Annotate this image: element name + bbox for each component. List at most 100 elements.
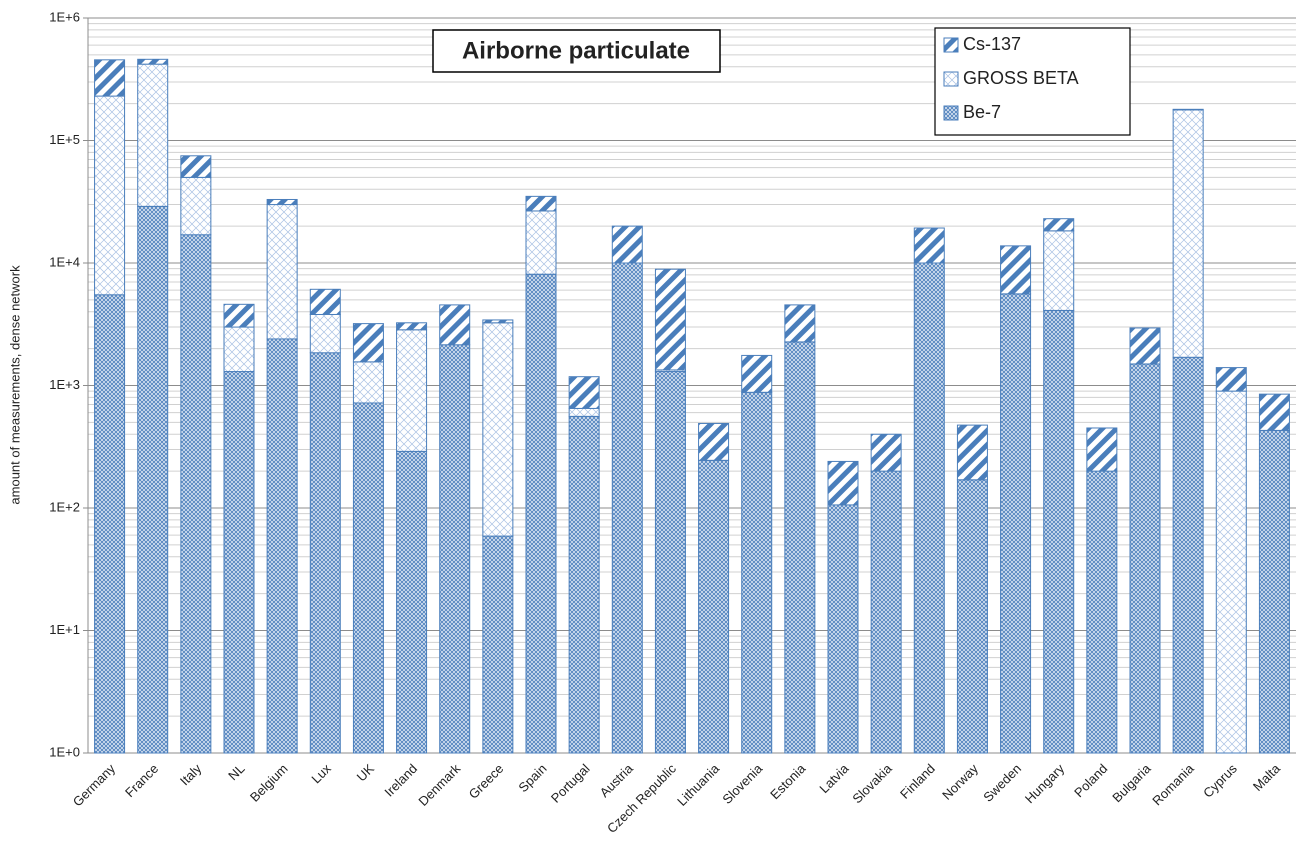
bar-segment	[870, 433, 902, 472]
x-tick-label: Norway	[939, 761, 981, 803]
y-tick-label: 1E+4	[49, 254, 80, 269]
bar-segment	[1258, 429, 1290, 754]
x-tick-label: Austria	[597, 760, 637, 800]
bar-segment	[439, 344, 471, 754]
bar-segment	[223, 303, 255, 328]
bar-segment	[784, 341, 816, 754]
bar-segment	[741, 354, 773, 393]
bar-segment	[1215, 390, 1247, 754]
bar-segment	[352, 402, 384, 754]
bar-segment	[352, 323, 384, 363]
bar-segment	[180, 176, 212, 236]
bar-segment	[482, 535, 514, 754]
bar-segment	[223, 326, 255, 373]
x-tick-label: Sweden	[980, 761, 1024, 805]
x-tick-label: Germany	[70, 761, 119, 810]
bar-segment	[1129, 363, 1161, 754]
bar-segment	[525, 195, 557, 212]
legend-label: Cs-137	[963, 34, 1021, 54]
bar-segment	[309, 313, 341, 354]
bar-segment	[439, 304, 471, 346]
x-tick-label: Belgium	[247, 761, 291, 805]
bar-segment	[1000, 245, 1032, 295]
legend: Be-7 GROSS BETA Cs-137	[943, 34, 1079, 122]
bar-segment	[137, 63, 169, 207]
bar-segment	[698, 459, 730, 754]
x-tick-label: Bulgaria	[1109, 760, 1154, 805]
bar-segment	[568, 415, 600, 754]
y-tick-label: 1E+1	[49, 622, 80, 637]
bar-segment	[568, 407, 600, 417]
bar-segment	[1000, 293, 1032, 754]
y-tick-label: 1E+0	[49, 744, 80, 759]
y-tick-label: 1E+5	[49, 132, 80, 147]
bar-segment	[913, 227, 945, 264]
x-tick-label: Lithuania	[674, 760, 722, 808]
bar-segment	[309, 352, 341, 754]
legend-label: GROSS BETA	[963, 68, 1079, 88]
bar-segment	[266, 204, 298, 340]
bar-segment	[352, 361, 384, 404]
bar-segment	[94, 95, 126, 296]
bar-segment	[396, 322, 428, 331]
chart-title: Airborne particulate	[462, 37, 690, 64]
bar-segment	[611, 262, 643, 754]
y-tick-label: 1E+6	[49, 9, 80, 24]
x-tick-label: Poland	[1071, 761, 1110, 800]
x-tick-label: Finland	[897, 761, 938, 802]
legend-label: Be-7	[963, 102, 1001, 122]
x-tick-label: Cyprus	[1200, 761, 1240, 801]
bar-segment	[1129, 327, 1161, 365]
x-tick-label: Hungary	[1022, 761, 1068, 807]
bar-segment	[698, 422, 730, 461]
bar-segment	[309, 288, 341, 315]
bar-segment	[525, 210, 557, 275]
x-tick-label: Romania	[1149, 760, 1197, 808]
bar-segment	[137, 205, 169, 754]
bar-segment	[956, 424, 988, 481]
bar-segment	[266, 198, 298, 206]
y-tick-label: 1E+2	[49, 499, 80, 514]
bar-segment	[1172, 108, 1204, 111]
legend-swatch	[943, 105, 959, 121]
bar-segment	[482, 322, 514, 537]
bar-segment	[94, 59, 126, 97]
y-tick-label: 1E+3	[49, 377, 80, 392]
bar-segment	[223, 371, 255, 754]
bar-segment	[913, 262, 945, 754]
bar-segment	[482, 319, 514, 324]
bar-segment	[396, 450, 428, 754]
bar-segment	[1043, 309, 1075, 754]
bar-segment	[1043, 218, 1075, 232]
x-tick-label: Lux	[308, 761, 334, 787]
bar-segment	[654, 371, 686, 754]
bar-segment	[827, 460, 859, 506]
bar-segment	[1172, 356, 1204, 754]
x-tick-label: Portugal	[548, 761, 593, 806]
bars	[94, 58, 1290, 754]
bar-segment	[1258, 393, 1290, 431]
bar-segment	[654, 268, 686, 371]
bar-segment	[870, 470, 902, 754]
x-tick-label: UK	[354, 761, 378, 785]
bar-segment	[137, 58, 169, 65]
bar-segment	[741, 391, 773, 754]
legend-swatch	[943, 71, 959, 87]
x-tick-label: Slovenia	[719, 760, 765, 806]
x-tick-label: Slovakia	[849, 760, 895, 806]
bar-segment	[956, 479, 988, 754]
x-tick-label: Malta	[1250, 760, 1284, 794]
legend-box	[934, 27, 1131, 136]
bar-segment	[611, 225, 643, 264]
bar-segment	[396, 329, 428, 452]
bar-segment	[1215, 367, 1247, 392]
x-tick-label: France	[122, 761, 161, 800]
x-tick-label: Greece	[466, 761, 507, 802]
bar-segment	[1172, 109, 1204, 358]
bar-segment	[568, 376, 600, 409]
bar-segment	[180, 155, 212, 178]
bar-segment	[525, 273, 557, 754]
bar-segment	[1086, 470, 1118, 754]
bar-segment	[784, 304, 816, 343]
